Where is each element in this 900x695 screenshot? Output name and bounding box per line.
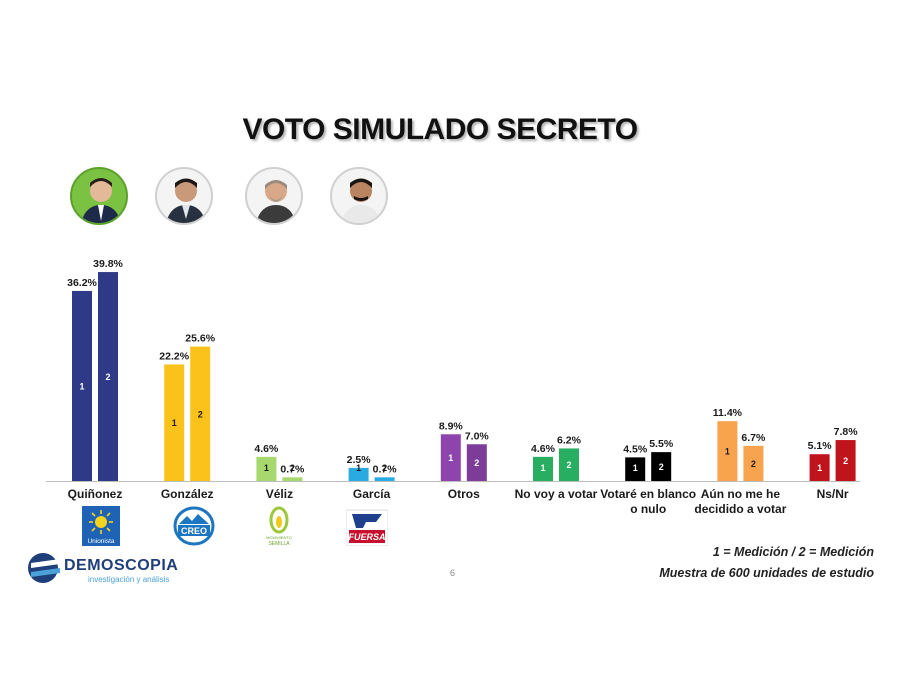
data-label: 4.5% (623, 443, 648, 455)
bar-8-series-1 (717, 421, 738, 481)
bar-6-series-1 (533, 456, 553, 481)
data-label: 6.2% (557, 434, 582, 446)
series-number-label: 1 (264, 463, 269, 473)
bar-1-series-2 (98, 272, 118, 481)
series-number-label: 2 (659, 462, 664, 472)
series-number-label: 1 (817, 463, 822, 473)
candidate-photo-garcia (330, 167, 388, 225)
creo-logo: CREO (173, 506, 215, 546)
category-label: decidido a votar (694, 502, 786, 516)
bar-1-series-1 (72, 290, 92, 481)
data-label: 6.7% (741, 432, 766, 444)
chart-title: VOTO SIMULADO SECRETO (242, 113, 638, 146)
series-number-label: 2 (843, 456, 848, 466)
data-label: 5.1% (808, 440, 833, 452)
bar-3-series-1 (256, 456, 277, 481)
bar-2-series-2 (190, 346, 211, 481)
bar-4-series-2 (374, 477, 395, 481)
category-label: Ns/Nr (817, 487, 849, 501)
category-label: Quiñonez (68, 487, 123, 501)
data-label: 2.5% (347, 454, 372, 466)
data-label: 5.5% (649, 438, 674, 450)
bar-9-series-1 (809, 454, 830, 481)
data-label: 7.8% (834, 426, 859, 438)
svg-text:MOVIMIENTO: MOVIMIENTO (266, 535, 292, 540)
svg-text:FUERSA: FUERSA (348, 532, 385, 542)
category-label: o nulo (630, 502, 666, 516)
bar-7-series-2 (651, 452, 672, 481)
bar-2-series-1 (164, 364, 185, 481)
series-number-label: 2 (566, 460, 571, 470)
series-number-label: 1 (79, 381, 84, 391)
data-label: 25.6% (185, 333, 215, 345)
brand-tagline: investigación y análisis (88, 575, 170, 584)
category-label: García (353, 487, 391, 501)
data-label: 11.4% (713, 407, 743, 419)
series-number-label: 2 (198, 409, 203, 419)
svg-text:CREO: CREO (181, 526, 207, 536)
candidate-photo-quinonez (70, 167, 128, 225)
series-number-label: 2 (474, 458, 479, 468)
sample-note: Muestra de 600 unidades de estudio (659, 566, 874, 580)
category-label: No voy a votar (515, 487, 598, 501)
category-label: Véliz (266, 487, 293, 501)
bar-8-series-2 (743, 445, 764, 481)
bar-9-series-2 (835, 440, 856, 481)
bar-3-series-2 (282, 477, 303, 481)
series-number-label: 1 (172, 418, 177, 428)
data-label: 0.7% (373, 463, 398, 475)
data-label: 4.6% (254, 443, 279, 455)
demoscopia-logo-icon (28, 553, 60, 583)
series-number-label: 1 (356, 463, 361, 473)
category-label: Aún no me he (701, 487, 781, 501)
page-number: 6 (450, 568, 456, 578)
data-label: 0.7% (280, 463, 305, 475)
data-label: 39.8% (93, 258, 123, 270)
category-label: Otros (448, 487, 480, 501)
fuersa-logo: FUERSA (345, 506, 389, 547)
bar-7-series-1 (625, 457, 646, 481)
data-label: 4.6% (531, 443, 556, 455)
series-number-label: 1 (725, 447, 730, 457)
data-label: 8.9% (439, 420, 464, 432)
bar-5-series-1 (440, 434, 461, 481)
category-label: Votaré en blanco (600, 487, 696, 501)
series-number-label: 1 (633, 463, 638, 473)
bar-5-series-2 (466, 444, 487, 481)
series-number-label: 2 (290, 463, 295, 473)
data-label: 7.0% (465, 430, 490, 442)
category-label: González (161, 487, 214, 501)
brand-name: DEMOSCOPIA (64, 557, 179, 574)
series-number-label: 1 (540, 463, 545, 473)
candidate-photo-gonzalez (155, 167, 213, 225)
series-legend-note: 1 = Medición / 2 = Medición (712, 545, 874, 559)
semilla-logo: MOVIMIENTO SEMILLA (259, 506, 299, 547)
data-label: 36.2% (67, 277, 97, 289)
bar-4-series-1 (348, 467, 369, 481)
series-number-label: 2 (751, 459, 756, 469)
bar-6-series-2 (559, 448, 579, 481)
series-number-label: 2 (105, 372, 110, 382)
candidate-photo-veliz (245, 167, 303, 225)
svg-text:SEMILLA: SEMILLA (268, 541, 290, 546)
svg-text:Unionista: Unionista (87, 538, 114, 545)
unionista-logo: Unionista (82, 506, 120, 546)
data-label: 22.2% (159, 350, 189, 362)
series-number-label: 2 (382, 463, 387, 473)
series-number-label: 1 (448, 453, 453, 463)
